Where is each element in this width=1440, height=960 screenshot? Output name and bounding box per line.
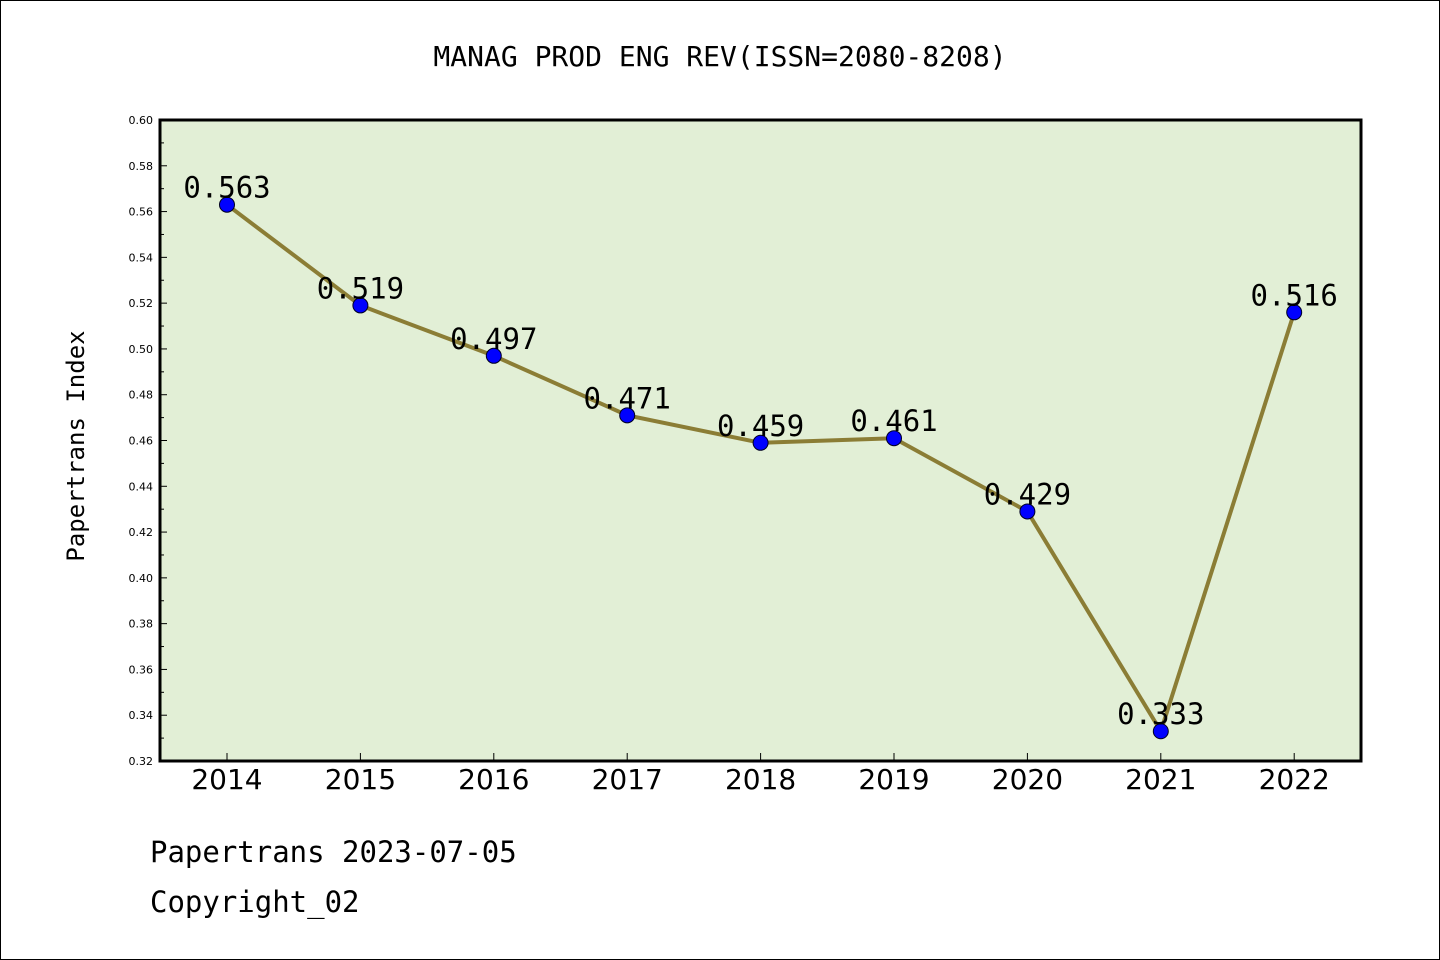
y-tick-label: 0.42: [129, 526, 154, 539]
data-label-2021: 0.333: [1117, 697, 1204, 731]
footer-date: Papertrans 2023-07-05: [150, 835, 517, 869]
x-tick-label: 2015: [325, 763, 396, 796]
data-label-2015: 0.519: [317, 271, 404, 305]
data-labels: 0.563 0.519 0.497 0.471 0.459 0.461 0.429 0.333…: [183, 171, 1338, 732]
data-label-2016: 0.497: [450, 322, 537, 356]
y-tick-label: 0.48: [129, 389, 154, 402]
x-tick-label: 2016: [458, 763, 529, 796]
y-tick-label: 0.58: [129, 160, 154, 173]
x-tick-label: 2020: [992, 763, 1063, 796]
y-tick-label: 0.54: [129, 251, 154, 264]
data-point-2020: [1019, 503, 1036, 520]
x-tick-label: 2018: [725, 763, 796, 796]
data-point-2015: [352, 297, 369, 314]
x-tick-label: 2014: [191, 763, 262, 796]
footer-copyright: Copyright_02: [150, 885, 360, 919]
data-label-2019: 0.461: [850, 404, 937, 438]
y-tick-label: 0.32: [129, 755, 154, 768]
x-tick-label: 2017: [592, 763, 663, 796]
data-point-2017: [619, 407, 636, 424]
data-point-2019: [886, 430, 902, 447]
y-tick-label: 0.52: [129, 297, 154, 310]
y-tick-label: 0.50: [129, 343, 154, 356]
y-tick-label: 0.34: [129, 709, 154, 722]
y-tick-label: 0.46: [129, 435, 154, 448]
x-tick-label: 2021: [1125, 763, 1196, 796]
y-tick-label: 0.56: [129, 206, 154, 219]
y-axis-ticks: 0.32 0.34 0.36 0.38 0.40 0.42 0.44 0.46 0.48 0.50…: [129, 114, 167, 768]
data-point-2018: [752, 434, 769, 451]
x-tick-label: 2019: [858, 763, 929, 796]
y-tick-label: 0.44: [129, 480, 154, 493]
y-tick-label: 0.36: [129, 663, 154, 676]
data-label-2022: 0.516: [1251, 278, 1338, 312]
data-label-2014: 0.563: [183, 171, 270, 205]
x-tick-label: 2022: [1259, 763, 1330, 796]
data-point-2021: [1152, 723, 1169, 740]
y-tick-label: 0.40: [129, 572, 154, 585]
data-point-2014: [219, 196, 235, 213]
y-axis-label: Papertrans Index: [62, 330, 90, 561]
data-point-2022: [1286, 304, 1303, 321]
data-markers: [219, 196, 1303, 740]
data-label-2020: 0.429: [984, 477, 1071, 511]
y-tick-label: 0.38: [129, 618, 154, 631]
data-label-2017: 0.471: [584, 381, 671, 415]
data-point-2016: [485, 347, 502, 364]
y-tick-label: 0.60: [129, 114, 154, 127]
chart-title: MANAG PROD ENG REV(ISSN=2080-8208): [433, 40, 1006, 73]
data-label-2018: 0.459: [717, 409, 804, 443]
x-axis-ticks: 2014 2015 2016 2017 2018 2019 2020 2021 2022: [191, 753, 1330, 796]
